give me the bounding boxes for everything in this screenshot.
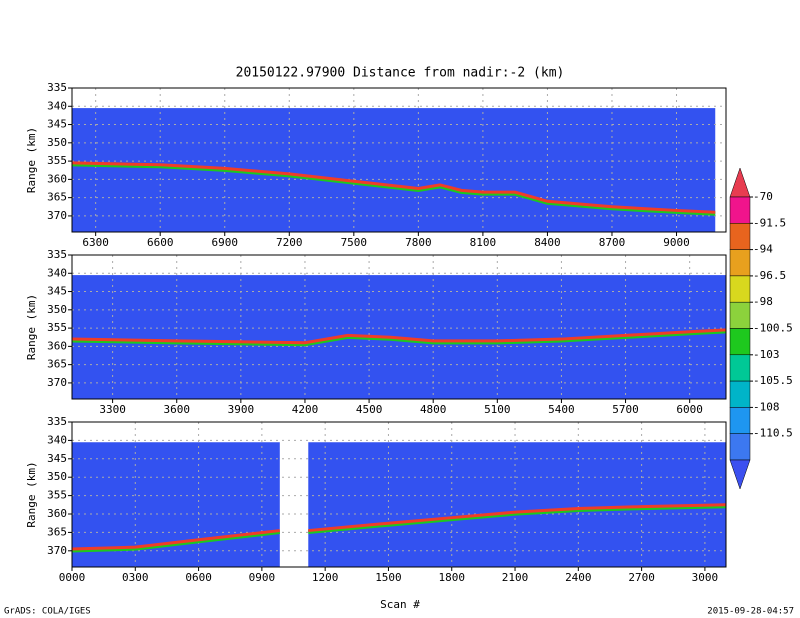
plot-frame (71, 254, 727, 400)
y-tick-label: 355 (47, 321, 67, 334)
colorbar-label: -96.5 (753, 269, 786, 282)
colorbar-segment (729, 301, 751, 329)
colorbar-label: -98 (753, 295, 773, 308)
colorbar-segment (729, 196, 751, 224)
y-tick-label: 355 (47, 489, 67, 502)
data-field (72, 442, 280, 567)
x-tick-label: 8700 (599, 236, 626, 249)
y-tick-label: 345 (47, 118, 67, 131)
y-tick-label: 345 (47, 452, 67, 465)
colorbar-segment (729, 354, 751, 382)
x-tick-label: 0900 (249, 571, 276, 584)
y-tick-label: 370 (47, 209, 67, 222)
y-axis-label: Range (km) (25, 461, 38, 527)
y-tick-label: 360 (47, 507, 67, 520)
x-tick-label: 9000 (663, 236, 690, 249)
y-tick-label: 350 (47, 136, 67, 149)
y-tick-label: 365 (47, 358, 67, 371)
colorbar-label: -100.5 (753, 322, 793, 335)
x-tick-label: 0300 (122, 571, 149, 584)
colorbar-segment (729, 275, 751, 303)
surface-line (71, 328, 727, 345)
y-tick-label: 340 (47, 99, 67, 112)
x-tick-label: 6600 (147, 236, 174, 249)
x-tick-label: 0000 (59, 571, 86, 584)
y-tick-label: 335 (47, 81, 67, 94)
y-tick-label: 360 (47, 172, 67, 185)
x-axis-label: Scan # (380, 598, 420, 611)
x-tick-label: 6300 (82, 236, 109, 249)
x-tick-label: 7200 (276, 236, 303, 249)
x-tick-label: 3000 (692, 571, 719, 584)
colorbar-label: -70 (753, 190, 773, 203)
x-tick-label: 0600 (185, 571, 212, 584)
x-tick-label: 3300 (99, 403, 126, 416)
colorbar-segment (729, 223, 751, 250)
y-tick-label: 335 (47, 248, 67, 261)
x-tick-label: 4800 (420, 403, 447, 416)
x-tick-label: 3900 (228, 403, 255, 416)
footer-right: 2015-09-28-04:57 (707, 607, 794, 617)
chart-title: 20150122.97900 Distance from nadir:-2 (k… (236, 66, 565, 81)
x-tick-label: 6900 (211, 236, 238, 249)
x-tick-label: 2400 (565, 571, 592, 584)
x-tick-label: 2100 (502, 571, 529, 584)
x-tick-label: 5400 (548, 403, 575, 416)
surface-line (71, 161, 716, 214)
colorbar-label: -105.5 (753, 374, 793, 387)
x-tick-label: 7500 (341, 236, 368, 249)
colorbar-label: -91.5 (753, 216, 786, 229)
x-tick-label: 4200 (292, 403, 319, 416)
y-tick-label: 370 (47, 544, 67, 557)
x-tick-label: 3600 (163, 403, 190, 416)
x-tick-label: 1500 (375, 571, 402, 584)
colorbar-segment (729, 380, 751, 408)
colorbar-segment (729, 407, 751, 434)
y-tick-label: 365 (47, 525, 67, 538)
data-field (72, 108, 716, 232)
colorbar-segment (729, 328, 751, 356)
x-tick-label: 5700 (612, 403, 639, 416)
colorbar-label: -103 (753, 348, 780, 361)
colorbar-segment (729, 433, 751, 461)
colorbar-tip (729, 459, 751, 490)
y-tick-label: 345 (47, 285, 67, 298)
x-tick-label: 6000 (676, 403, 703, 416)
x-tick-label: 7800 (405, 236, 432, 249)
y-tick-label: 350 (47, 303, 67, 316)
y-axis-label: Range (km) (25, 294, 38, 360)
y-tick-label: 340 (47, 433, 67, 446)
y-tick-label: 355 (47, 154, 67, 167)
x-tick-label: 8400 (534, 236, 561, 249)
colorbar-segment (729, 249, 751, 277)
plot-frame (71, 421, 727, 568)
data-field (308, 442, 726, 567)
y-tick-label: 340 (47, 266, 67, 279)
x-tick-label: 2700 (628, 571, 655, 584)
y-axis-label: Range (km) (25, 127, 38, 193)
colorbar-label: -94 (753, 243, 773, 256)
y-tick-label: 350 (47, 470, 67, 483)
y-tick-label: 335 (47, 415, 67, 428)
y-tick-label: 370 (47, 376, 67, 389)
surface-line (71, 503, 727, 551)
x-tick-label: 1800 (438, 571, 465, 584)
plot-frame (71, 87, 727, 233)
x-tick-label: 5100 (484, 403, 511, 416)
x-tick-label: 8100 (470, 236, 497, 249)
x-tick-label: 1200 (312, 571, 339, 584)
y-tick-label: 360 (47, 339, 67, 352)
colorbar-label: -110.5 (753, 427, 793, 440)
colorbar-label: -108 (753, 400, 780, 413)
footer-left: GrADS: COLA/IGES (4, 607, 91, 617)
x-tick-label: 4500 (356, 403, 383, 416)
y-tick-label: 365 (47, 191, 67, 204)
colorbar-tip (729, 167, 751, 198)
